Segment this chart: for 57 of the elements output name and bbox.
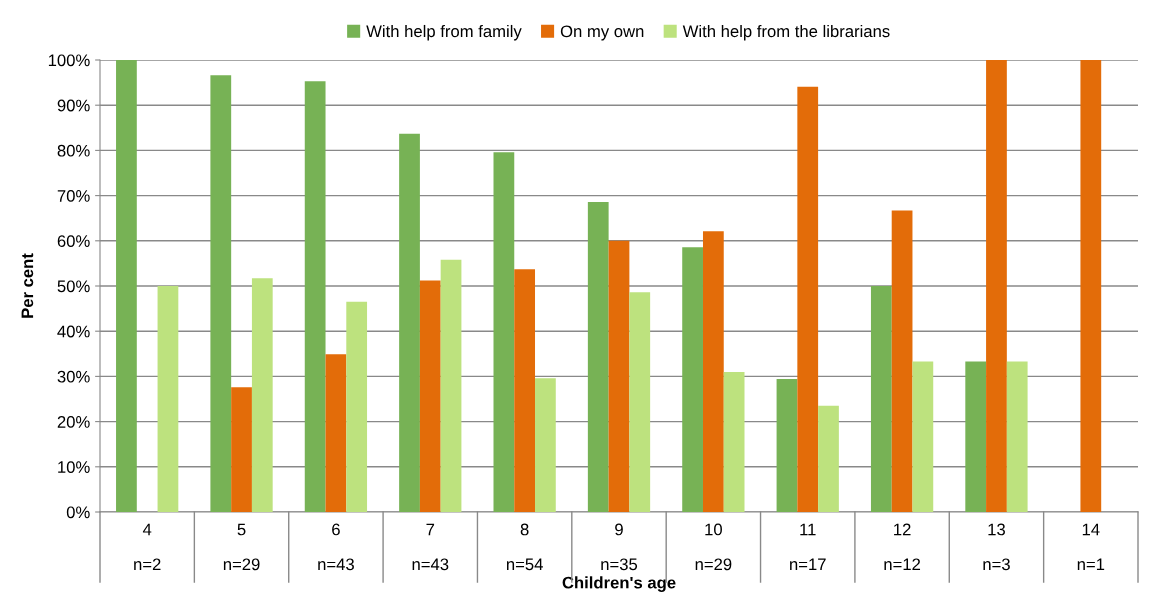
category-label: 9 n=35 bbox=[601, 523, 638, 571]
legend-label: With help from family bbox=[366, 24, 522, 41]
bar bbox=[776, 379, 798, 512]
y-tick-label: 20% bbox=[57, 416, 90, 428]
y-tick-label: 60% bbox=[57, 235, 90, 247]
y-tick-label: 80% bbox=[57, 144, 90, 157]
bar bbox=[1080, 60, 1102, 512]
category-label: 14 n=1 bbox=[1077, 523, 1105, 571]
y-tick-label: 90% bbox=[57, 99, 90, 112]
bar bbox=[419, 280, 441, 512]
legend-label: On my own bbox=[560, 25, 644, 41]
bar bbox=[304, 81, 326, 512]
bar bbox=[1006, 361, 1028, 512]
bar bbox=[210, 75, 232, 512]
category-label: 6 n=43 bbox=[318, 523, 354, 571]
bar bbox=[870, 286, 892, 512]
bar bbox=[116, 60, 137, 512]
category-label: 10 n=29 bbox=[695, 523, 732, 571]
category-label: 11 n=17 bbox=[790, 523, 826, 571]
y-tick-label: 30% bbox=[57, 370, 90, 383]
x-axis-title: Children's age bbox=[562, 576, 676, 592]
bar bbox=[723, 371, 745, 512]
category-label: 7 n=43 bbox=[412, 523, 449, 571]
category-label: 12 n=12 bbox=[884, 523, 921, 571]
bar bbox=[514, 269, 536, 512]
bar bbox=[912, 361, 934, 512]
bar bbox=[440, 259, 462, 512]
bar bbox=[325, 354, 347, 512]
bar bbox=[231, 387, 252, 512]
legend-label: With help from the librarians bbox=[682, 24, 890, 41]
bar bbox=[346, 301, 368, 512]
category-label: 4 n=2 bbox=[134, 523, 161, 571]
bar bbox=[682, 247, 703, 512]
bar bbox=[157, 286, 179, 512]
bar bbox=[818, 405, 839, 512]
y-tick-label: 100% bbox=[48, 54, 90, 67]
bar bbox=[965, 361, 987, 512]
category-label: 8 n=54 bbox=[506, 523, 543, 571]
bar bbox=[702, 231, 724, 512]
y-tick-label: 40% bbox=[57, 325, 90, 338]
bar bbox=[493, 152, 515, 512]
y-axis-title: Per cent bbox=[21, 253, 34, 318]
y-tick-label: 50% bbox=[57, 280, 90, 293]
bar bbox=[535, 378, 556, 512]
bar bbox=[251, 278, 273, 512]
category-label: 13 n=3 bbox=[983, 523, 1010, 571]
bar bbox=[629, 292, 651, 512]
category-label: 5 n=29 bbox=[223, 523, 260, 571]
bar bbox=[986, 60, 1007, 512]
y-tick-label: 10% bbox=[58, 461, 90, 473]
y-tick-label: 70% bbox=[57, 190, 90, 202]
bar bbox=[587, 201, 609, 512]
bar bbox=[608, 240, 630, 512]
bar bbox=[797, 86, 819, 512]
bar bbox=[399, 133, 420, 512]
y-tick-label: 0% bbox=[66, 506, 90, 519]
bar bbox=[891, 210, 913, 512]
